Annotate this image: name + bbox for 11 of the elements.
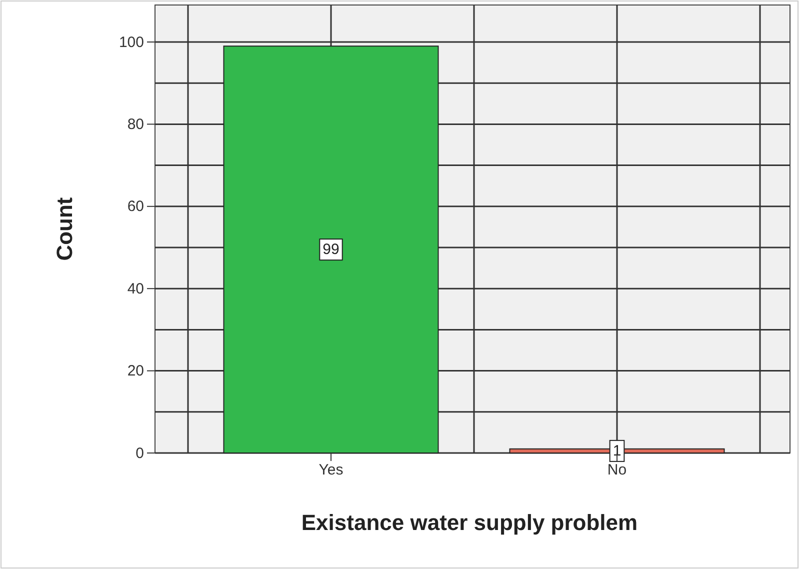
y-tick-label: 60 [127,198,144,216]
y-tick-label: 80 [127,116,144,133]
x-tick-label: Yes [318,462,344,479]
x-axis-title: Existance water supply problem [301,510,638,535]
y-tick-label: 0 [136,444,144,462]
data-label: 99 [322,241,340,258]
x-tick-label: No [607,462,627,479]
y-axis-title: Count [52,196,77,261]
y-tick-label: 100 [118,34,144,51]
y-tick-label: 40 [127,280,144,298]
y-tick-label: 20 [127,362,144,380]
